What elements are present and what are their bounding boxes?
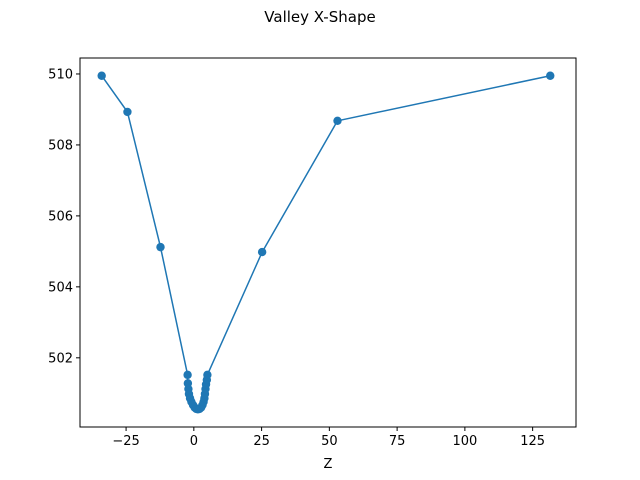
- y-tick-label: 502: [48, 351, 73, 366]
- x-tick-label: 25: [253, 434, 270, 449]
- data-point: [97, 71, 106, 80]
- data-point: [123, 107, 132, 117]
- data-point: [257, 247, 267, 257]
- x-tick-label: −25: [112, 434, 139, 449]
- series-group: [97, 71, 555, 414]
- data-point: [203, 370, 212, 380]
- series-line: [101, 75, 551, 411]
- data-point: [156, 242, 165, 252]
- y-tick-label: 506: [48, 209, 73, 224]
- x-tick-label: 50: [321, 434, 338, 449]
- x-tick-label: 125: [520, 434, 545, 449]
- chart-title: Valley X-Shape: [264, 8, 375, 26]
- y-tick-label: 504: [48, 280, 73, 295]
- x-tick-label: 75: [389, 434, 406, 449]
- axes-group: −25 0 25 50 75 100 125 502 504 506 508 510: [48, 67, 545, 449]
- x-axis-label: Z: [324, 457, 333, 472]
- data-point: [546, 71, 555, 80]
- x-tick-label: 100: [452, 434, 477, 449]
- y-tick-label: 508: [48, 138, 73, 153]
- plot-frame: [79, 57, 577, 428]
- data-point: [183, 370, 192, 380]
- y-tick-label: 510: [48, 67, 73, 82]
- x-tick-label: 0: [190, 434, 198, 449]
- data-point: [333, 116, 342, 126]
